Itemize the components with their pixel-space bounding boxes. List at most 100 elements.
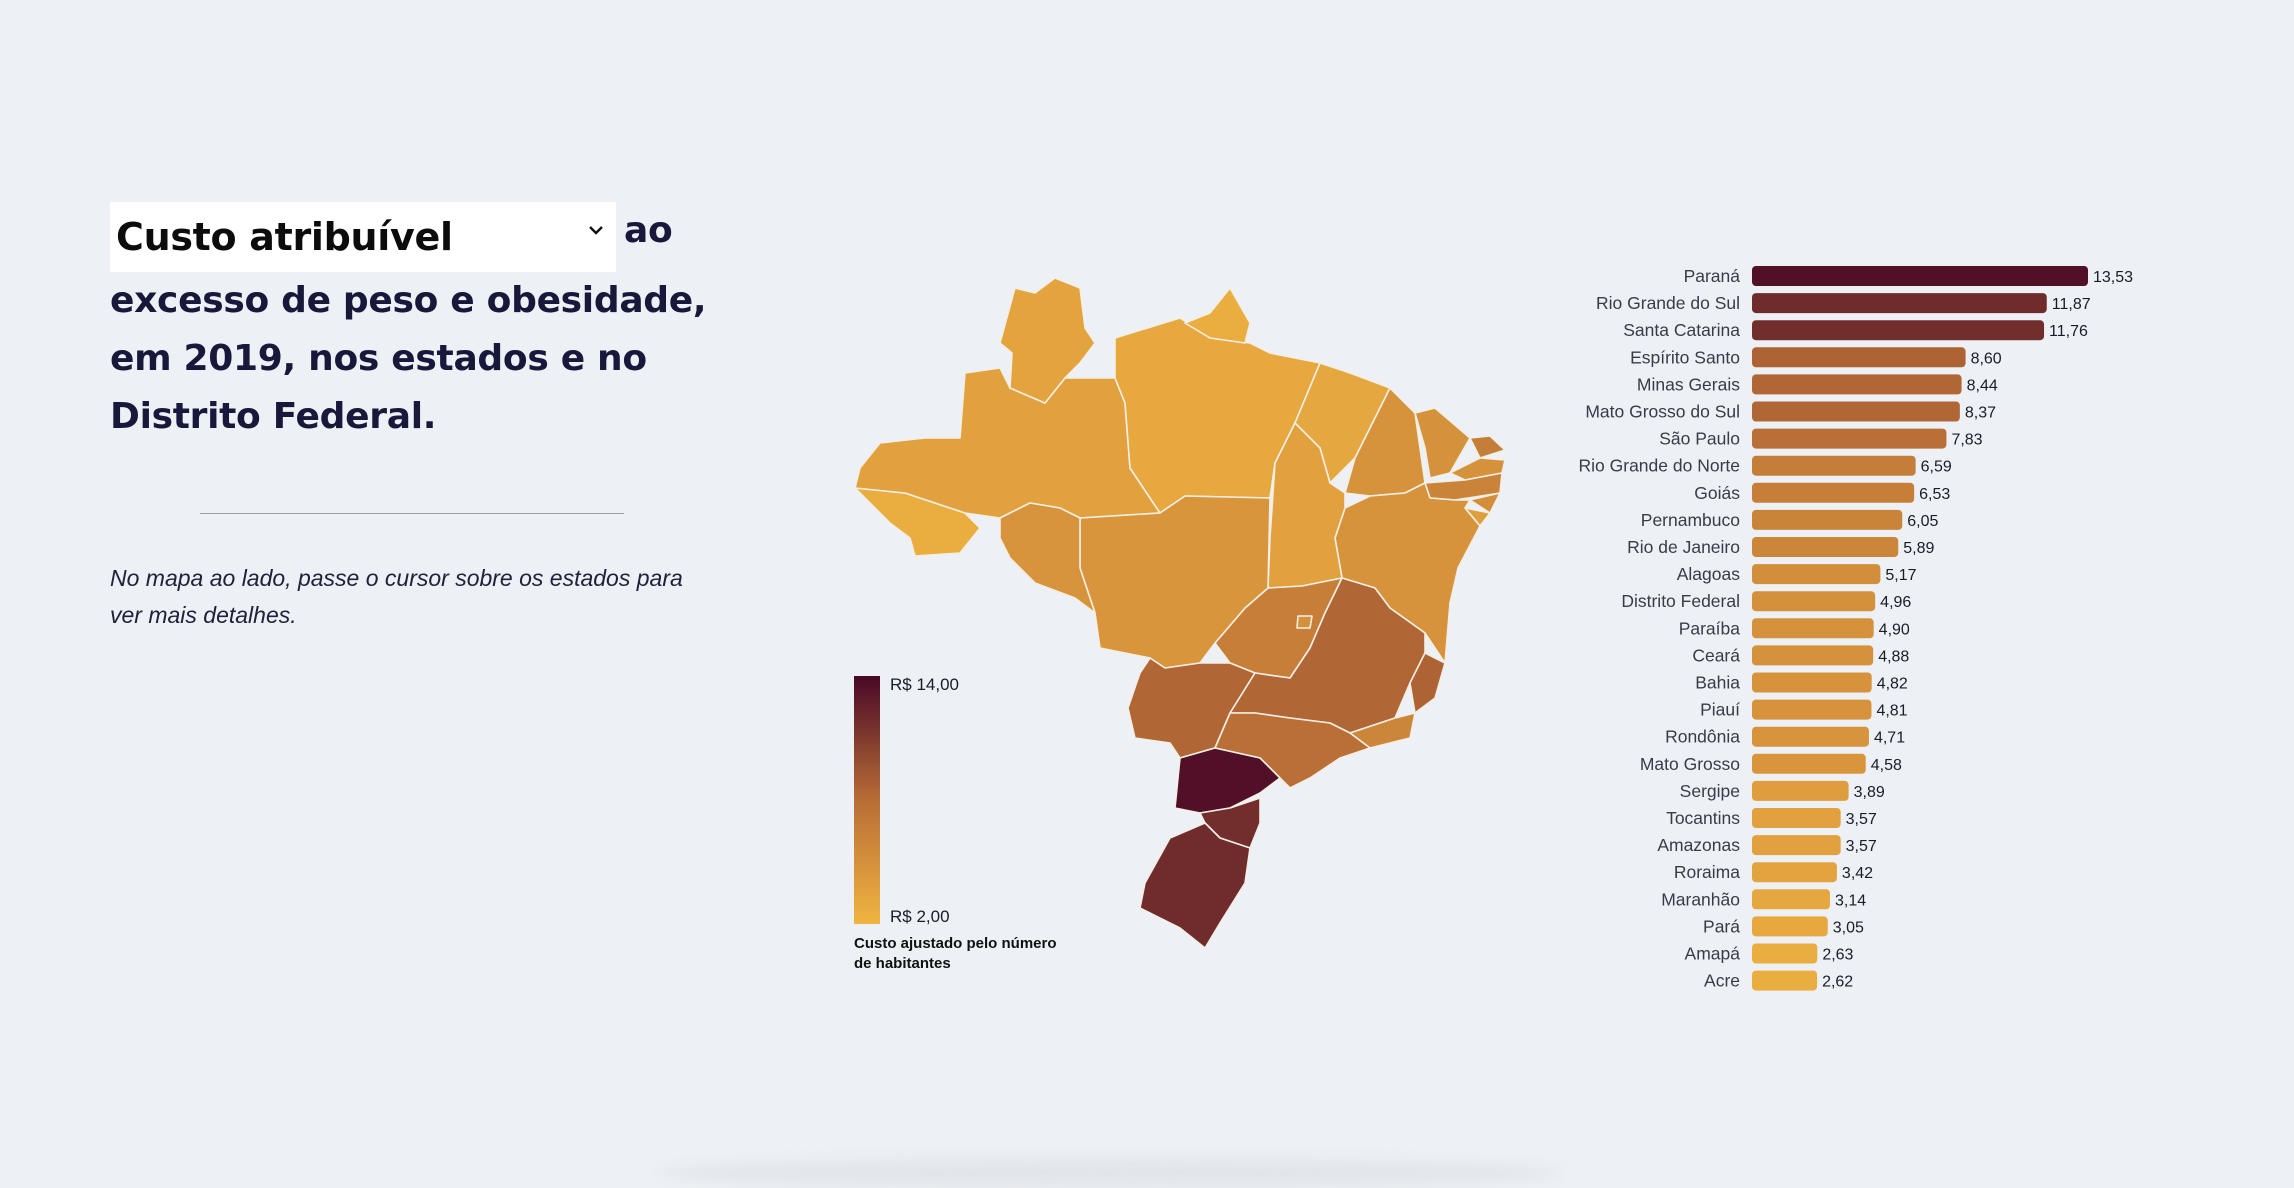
bar-category-label: Distrito Federal: [1621, 591, 1740, 611]
bar-category-label: São Paulo: [1659, 429, 1740, 449]
bar[interactable]: [1752, 780, 1849, 801]
bar-category-label: Minas Gerais: [1637, 374, 1740, 394]
bar[interactable]: [1752, 753, 1866, 774]
state-amapa[interactable]: [1184, 287, 1251, 344]
legend-min-label: R$ 2,00: [890, 907, 950, 926]
bar[interactable]: [1752, 672, 1872, 693]
state-parana[interactable]: [1174, 747, 1281, 814]
bar-value-label: 5,17: [1885, 567, 1916, 584]
bar-category-label: Pará: [1703, 916, 1740, 936]
bar-value-label: 6,59: [1921, 459, 1952, 476]
bar-value-label: 8,44: [1967, 377, 1998, 394]
bar-value-label: 3,89: [1854, 784, 1885, 801]
color-legend: R$ 14,00 R$ 2,00 Custo ajustado pelo núm…: [854, 675, 1057, 972]
state-alagoas[interactable]: [1469, 492, 1501, 514]
bar-category-label: Rio Grande do Norte: [1579, 456, 1740, 476]
bar-category-label: Roraima: [1674, 862, 1740, 882]
bar[interactable]: [1752, 916, 1828, 937]
bar-category-label: Espírito Santo: [1630, 347, 1740, 367]
bottom-shadow: [660, 1158, 1560, 1188]
bar[interactable]: [1752, 320, 2045, 341]
bar-category-label: Piauí: [1700, 700, 1740, 720]
bar-category-label: Sergipe: [1680, 781, 1740, 801]
bar[interactable]: [1752, 509, 1903, 530]
metric-select[interactable]: Custo atribuível: [110, 202, 616, 272]
state-mato-grosso[interactable]: [1079, 495, 1271, 669]
bar-category-label: Pernambuco: [1641, 510, 1740, 530]
bar-value-label: 3,57: [1846, 838, 1877, 855]
bar-value-label: 6,05: [1907, 513, 1938, 530]
bar[interactable]: [1752, 618, 1874, 639]
state-es[interactable]: [1409, 652, 1446, 714]
ranking-bar-chart: Paraná 13,53 Rio Grande do Sul 11,87 Santa C…: [1579, 266, 2133, 991]
bar-value-label: 4,90: [1879, 621, 1910, 638]
state-tocantins[interactable]: [1267, 422, 1346, 589]
bar[interactable]: [1752, 591, 1876, 612]
bar[interactable]: [1752, 862, 1837, 883]
state-rondonia[interactable]: [999, 502, 1096, 614]
bar[interactable]: [1752, 699, 1872, 720]
bar[interactable]: [1752, 537, 1899, 557]
bar-value-label: 11,87: [2052, 296, 2091, 313]
bar-value-label: 2,63: [1822, 947, 1853, 964]
bar-category-label: Rondônia: [1665, 727, 1740, 747]
bar[interactable]: [1752, 455, 1916, 476]
bar[interactable]: [1752, 808, 1841, 828]
divider: [200, 513, 624, 514]
legend-max-label: R$ 14,00: [890, 675, 959, 694]
bar-value-label: 13,53: [2093, 269, 2133, 286]
bar-category-label: Ceará: [1692, 645, 1740, 665]
state-df[interactable]: [1296, 615, 1313, 629]
bar-category-label: Amapá: [1685, 944, 1741, 964]
bar-category-label: Maranhão: [1661, 889, 1740, 909]
bar[interactable]: [1752, 943, 1818, 964]
bar-category-label: Paraná: [1684, 266, 1741, 286]
bar-value-label: 4,71: [1874, 730, 1905, 747]
chevron-down-icon: [589, 226, 603, 235]
bar-category-label: Paraíba: [1679, 618, 1741, 638]
state-rs[interactable]: [1139, 822, 1251, 949]
bar-category-label: Amazonas: [1657, 835, 1740, 855]
bar-category-label: Rio de Janeiro: [1627, 537, 1740, 557]
bar-value-label: 4,82: [1877, 676, 1908, 693]
bar[interactable]: [1752, 482, 1915, 503]
metric-select-value: Custo atribuível: [116, 215, 453, 259]
bar[interactable]: [1752, 266, 2088, 286]
bar[interactable]: [1752, 645, 1874, 666]
brazil-map: [854, 277, 1506, 949]
legend-caption-line-2: de habitantes: [854, 955, 951, 972]
bar-value-label: 3,42: [1842, 865, 1873, 882]
bar[interactable]: [1752, 401, 1960, 422]
bar[interactable]: [1752, 564, 1881, 585]
legend-gradient-bar: [854, 676, 880, 924]
title-line-1: ao: [624, 210, 673, 251]
bar[interactable]: [1752, 374, 1962, 395]
bar-category-label: Bahia: [1695, 673, 1740, 693]
bar-value-label: 8,60: [1971, 350, 2002, 367]
bar-category-label: Santa Catarina: [1623, 320, 1740, 340]
bar-category-label: Mato Grosso: [1640, 754, 1740, 774]
bar-category-label: Goiás: [1694, 483, 1740, 503]
bar[interactable]: [1752, 347, 1966, 368]
bar-value-label: 3,57: [1846, 811, 1877, 828]
title-line-4: Distrito Federal.: [110, 396, 437, 437]
bar-value-label: 4,96: [1880, 594, 1911, 611]
bar-category-label: Acre: [1704, 971, 1740, 991]
title-line-2: excesso de peso e obesidade,: [110, 280, 707, 321]
bar[interactable]: [1752, 428, 1947, 449]
bar-value-label: 2,62: [1822, 974, 1853, 991]
bar[interactable]: [1752, 835, 1841, 856]
bar[interactable]: [1752, 726, 1869, 747]
bar-value-label: 11,76: [2049, 323, 2088, 340]
bar[interactable]: [1752, 889, 1830, 910]
state-rn[interactable]: [1469, 435, 1506, 459]
page-title: Custo atribuível ao excesso de peso e ob…: [110, 202, 710, 446]
state-roraima[interactable]: [999, 277, 1096, 404]
bar-category-label: Tocantins: [1666, 808, 1740, 828]
bar-value-label: 5,89: [1903, 540, 1934, 557]
bar-category-label: Rio Grande do Sul: [1596, 293, 1740, 313]
bar[interactable]: [1752, 970, 1818, 991]
bar-value-label: 3,05: [1833, 919, 1864, 936]
headline-block: Custo atribuível ao excesso de peso e ob…: [110, 202, 710, 446]
bar[interactable]: [1752, 293, 2047, 314]
